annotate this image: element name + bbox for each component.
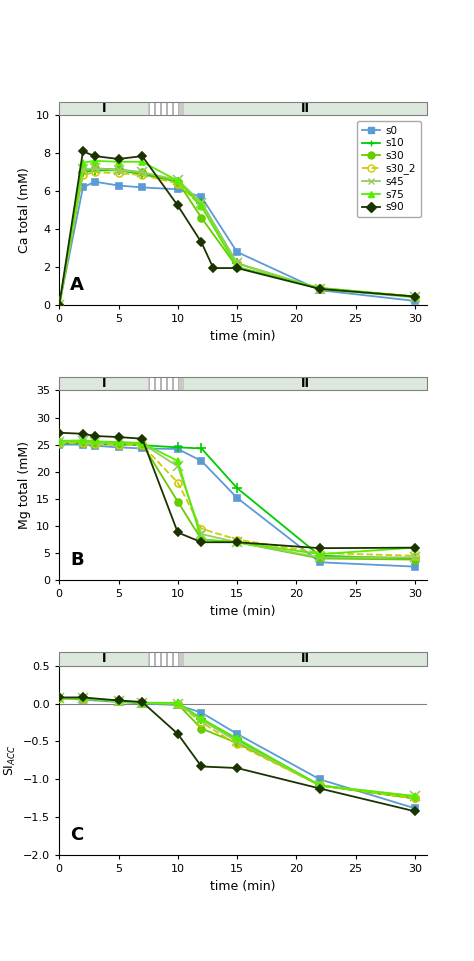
Bar [184, 377, 427, 390]
Bar [155, 653, 160, 666]
Bar [161, 102, 166, 115]
Bar [155, 102, 160, 115]
Bar [167, 653, 172, 666]
Bar [59, 377, 148, 390]
Bar [173, 377, 178, 390]
X-axis label: time (min): time (min) [210, 880, 276, 893]
Bar [184, 102, 427, 115]
Text: C: C [70, 825, 83, 844]
Text: A: A [70, 276, 84, 294]
Bar [173, 102, 178, 115]
Text: I: I [101, 378, 106, 390]
Bar [149, 102, 154, 115]
Bar [59, 377, 427, 390]
Text: B: B [70, 551, 84, 569]
Text: I: I [101, 653, 106, 665]
Bar [149, 653, 154, 666]
Bar [59, 653, 427, 666]
Bar [59, 102, 427, 115]
Bar [59, 653, 427, 666]
Bar [59, 653, 148, 666]
X-axis label: time (min): time (min) [210, 330, 276, 343]
Bar [149, 377, 154, 390]
Text: II: II [301, 102, 310, 115]
Bar [59, 102, 148, 115]
Bar [59, 102, 427, 115]
Text: I: I [101, 102, 106, 115]
X-axis label: time (min): time (min) [210, 604, 276, 618]
Bar [173, 653, 178, 666]
Bar [161, 377, 166, 390]
Y-axis label: Ca total (mM): Ca total (mM) [18, 167, 31, 253]
Bar [167, 102, 172, 115]
Y-axis label: Mg total (mM): Mg total (mM) [18, 441, 30, 530]
Bar [184, 653, 427, 666]
Bar [161, 653, 166, 666]
Bar [167, 377, 172, 390]
Text: II: II [301, 378, 310, 390]
Y-axis label: SI$_{ACC}$: SI$_{ACC}$ [2, 745, 18, 776]
Bar [155, 377, 160, 390]
Bar [59, 377, 427, 390]
Legend: s0, s10, s30, s30_2, s45, s75, s90: s0, s10, s30, s30_2, s45, s75, s90 [356, 120, 421, 217]
Text: II: II [301, 653, 310, 665]
